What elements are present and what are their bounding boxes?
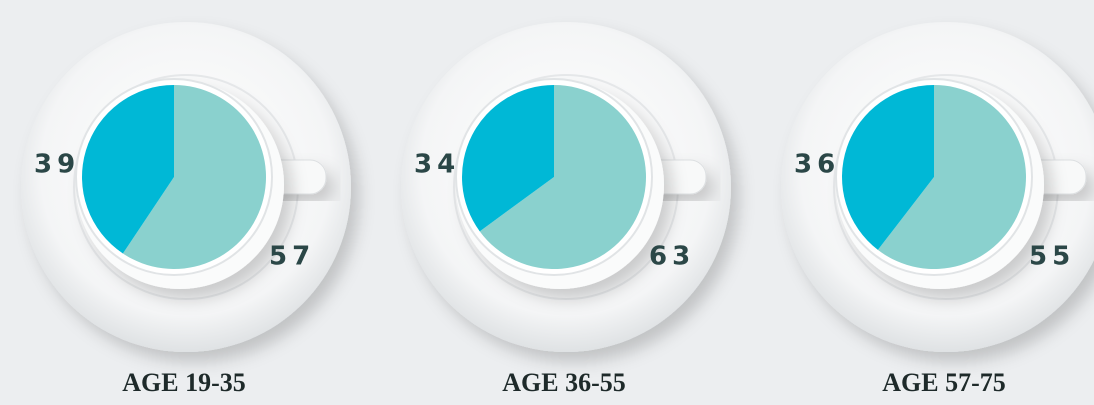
chart: 39 57 AGE 19-35 34 63 AGE 36-55 36 55 AGE 57-75 (0, 0, 1094, 405)
value-label: 63 (649, 242, 695, 272)
cup (401, 22, 731, 352)
chart-title: AGE 36-55 (502, 368, 626, 397)
page: 3957AGE 19-353463AGE 36-553655AGE 57-75 … (0, 0, 1094, 405)
cup (781, 22, 1094, 352)
value-label: 36 (794, 150, 840, 180)
value-label: 34 (414, 150, 460, 180)
chart-title: AGE 57-75 (882, 368, 1006, 397)
chart-title: AGE 19-35 (122, 368, 246, 397)
value-label: 57 (269, 242, 315, 272)
value-label: 55 (1029, 242, 1075, 272)
cup (21, 22, 351, 352)
value-label: 39 (34, 150, 80, 180)
